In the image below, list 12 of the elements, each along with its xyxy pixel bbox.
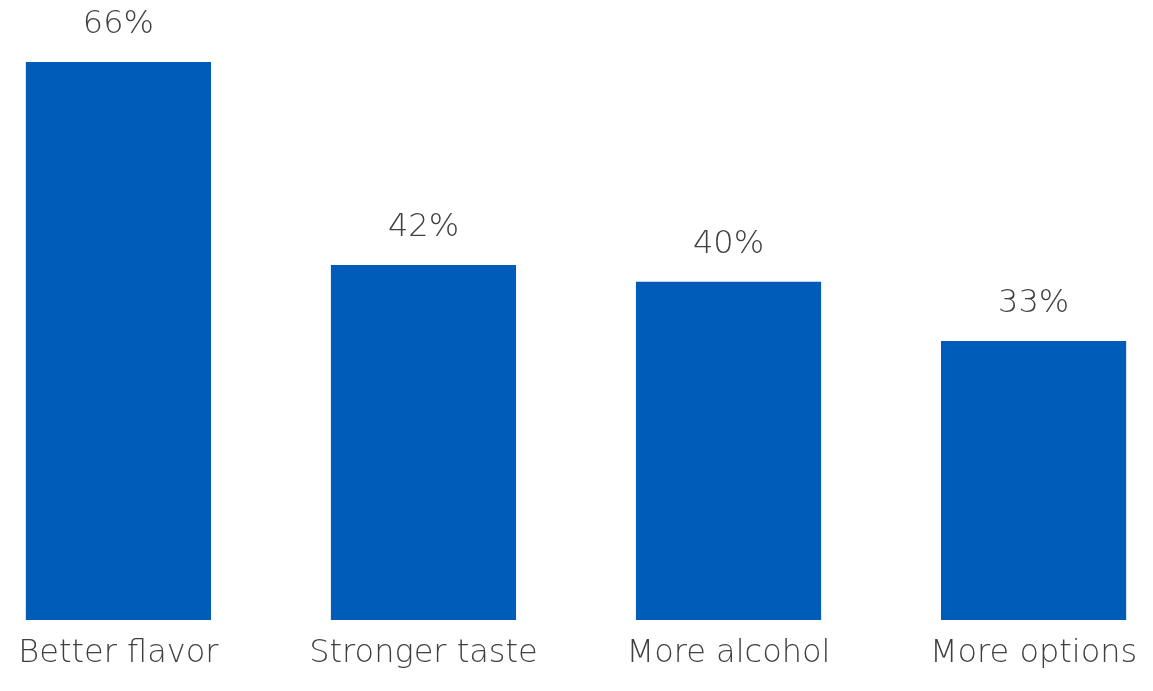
x-tick-label: Stronger taste <box>309 631 538 670</box>
data-label: 33% <box>998 282 1070 320</box>
data-label: 42% <box>387 205 460 244</box>
data-label: 40% <box>692 222 765 261</box>
data-label: 66% <box>82 3 154 41</box>
bar <box>330 264 517 620</box>
x-tick-label: More alcohol <box>626 631 831 670</box>
x-tick-label: Better flavor <box>18 631 220 670</box>
x-tick-label: More options <box>929 631 1138 670</box>
bar <box>941 341 1127 620</box>
bar <box>635 281 822 620</box>
bar <box>25 62 211 620</box>
